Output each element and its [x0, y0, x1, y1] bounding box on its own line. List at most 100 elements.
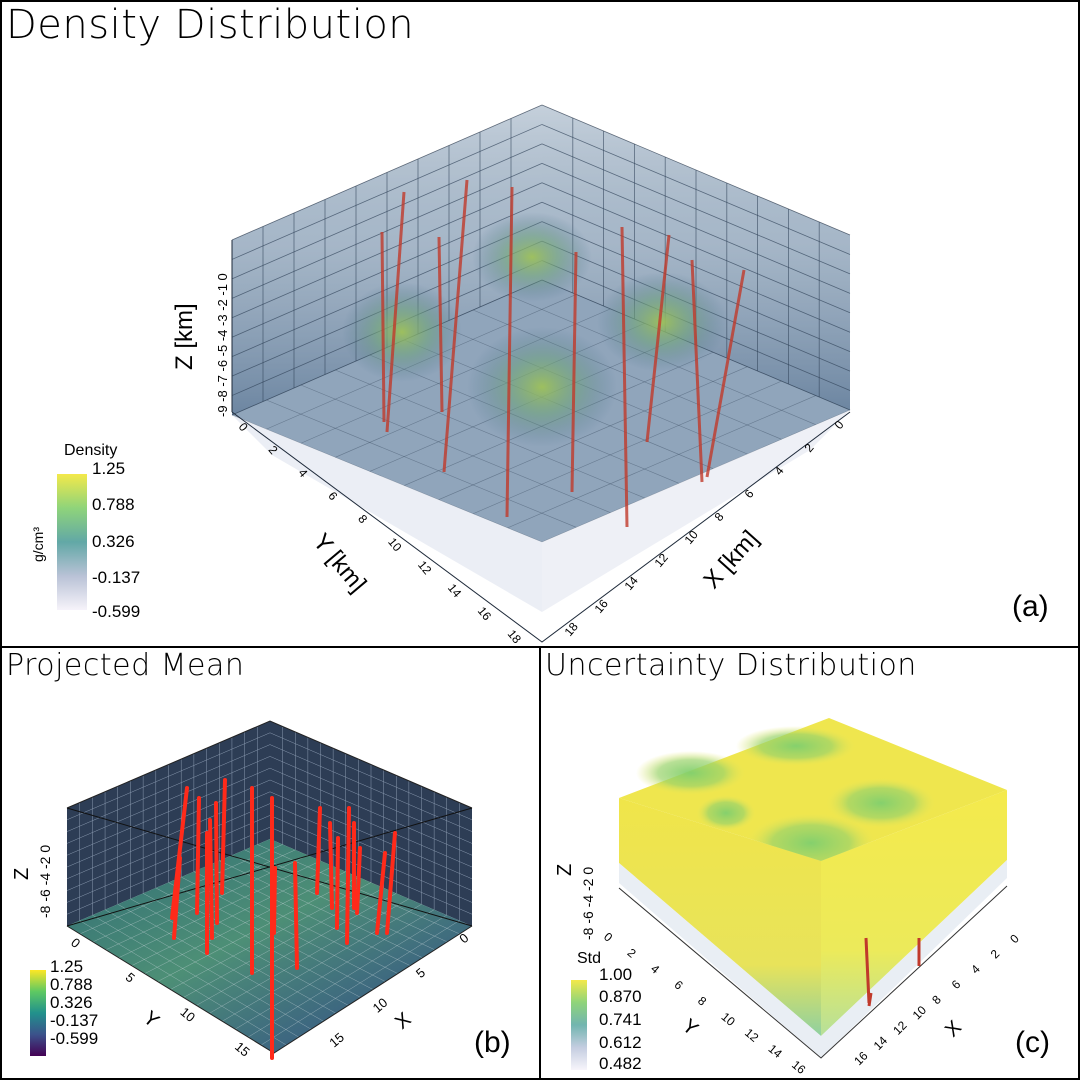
well-line — [214, 801, 219, 925]
grid-line-a — [541, 104, 851, 236]
uncertainty-patch — [636, 751, 746, 795]
y-tick-label-a: 8 — [355, 512, 370, 526]
well-line — [505, 186, 514, 518]
grid-line-a — [541, 124, 851, 255]
floor-grid-b — [235, 909, 435, 1030]
y-tick-label-b: 15 — [232, 1039, 253, 1060]
grid-line-b — [269, 803, 473, 891]
x-tick-label-a: 10 — [682, 527, 702, 546]
floor-grid-b — [260, 920, 460, 1046]
x-tick-label-a: 18 — [562, 619, 582, 638]
y-tick-label-c: 10 — [719, 1010, 738, 1030]
floor-grid-a — [335, 369, 645, 499]
y-axis-title-b: Y — [139, 1007, 163, 1032]
well-line — [328, 821, 334, 910]
colorbar-a — [57, 474, 87, 610]
colorbar-tick-a-0: 1.25 — [92, 459, 126, 478]
well-line — [437, 236, 444, 413]
grid-line-b — [269, 744, 473, 832]
y-tick-label-b: 5 — [123, 969, 138, 985]
y-tick-label-a: 14 — [445, 581, 465, 600]
grid-line-b — [269, 779, 473, 868]
well-line — [867, 992, 873, 1007]
x-axis-title-b: X — [391, 1008, 415, 1033]
colorbar-c — [571, 980, 587, 1070]
diagonal-b — [66, 807, 473, 927]
y-axis-title-a: Y [km] — [307, 529, 371, 598]
x-tick-label-a: 16 — [592, 596, 612, 615]
grid-line-a — [541, 182, 851, 314]
z-tick-labels-c: -8 -6 -4 -2 0 — [580, 867, 596, 940]
well-line — [220, 778, 227, 895]
chart-title-a: Density Distribution — [6, 2, 415, 48]
chart-title-c: Uncertainty Distribution — [545, 648, 917, 683]
y-tick-label-b: 10 — [177, 1004, 198, 1025]
y-tick-label-c: 12 — [742, 1026, 761, 1046]
density-blob — [467, 327, 617, 447]
y-axis-title-c: Y — [678, 1015, 702, 1040]
colorbar-title-c: Std — [577, 950, 602, 967]
grid-line-a — [231, 143, 543, 280]
well-line — [172, 856, 182, 940]
x-tick-label-c: 6 — [949, 977, 964, 992]
y-tick-label-a: 12 — [415, 558, 435, 577]
x-tick-label-c: 16 — [851, 1049, 871, 1069]
grid-line-b — [269, 791, 473, 880]
x-tick-label-a: 12 — [652, 550, 672, 569]
colorbar-tick-a-1: 0.788 — [92, 495, 135, 514]
well-line — [620, 226, 629, 528]
x-tick-label-a: 14 — [622, 573, 642, 592]
grid-line-b — [269, 756, 473, 844]
grid-line-b — [269, 767, 473, 856]
well-line — [345, 806, 351, 945]
panel-label-c: (c) — [1015, 1026, 1050, 1059]
colorbar-tick-c-1: 0.870 — [599, 987, 642, 1006]
y-tick-label-a: 6 — [325, 489, 340, 503]
y-tick-label-c: 16 — [789, 1058, 808, 1078]
grid-line-a — [541, 162, 851, 294]
x-tick-label-c: 10 — [910, 1003, 930, 1023]
grid-line-b — [66, 791, 271, 880]
x-axis-title-c: X — [941, 1017, 966, 1042]
panel-uncertainty-distribution: Uncertainty Distribution — [539, 646, 1080, 1080]
colorbar-b — [30, 970, 46, 1056]
well-line — [195, 796, 201, 915]
y-tick-label-a: 16 — [475, 604, 495, 623]
well-line — [335, 836, 340, 930]
x-tick-label-b: 5 — [413, 965, 428, 981]
well-line — [315, 806, 322, 895]
x-tick-label-c: 14 — [871, 1033, 891, 1053]
volume-fog-a — [542, 410, 850, 612]
y-tick-label-c: 0 — [601, 930, 615, 945]
floor-b — [67, 839, 472, 1053]
grid-line-b — [269, 815, 473, 903]
well-line — [442, 179, 469, 473]
grid-line-b — [66, 744, 271, 832]
colorbar-tick-b-4: -0.599 — [50, 1029, 99, 1048]
floor-grid-b — [247, 914, 447, 1038]
grid-line-b — [66, 779, 271, 868]
well-line — [208, 818, 214, 940]
volume-body-a — [232, 105, 850, 542]
floor-grid-a — [472, 380, 782, 515]
grid-line-a — [231, 104, 543, 241]
projected-mean-plot[interactable]: 0 5 10 15 0 5 10 15 -8 -6 -4 -2 0 Y X Z — [2, 648, 541, 1080]
floor-grid-a — [266, 399, 577, 528]
uncertainty-patch — [696, 795, 756, 831]
front-axis-a — [231, 411, 851, 643]
colorbar-tick-c-4: 0.482 — [599, 1054, 642, 1073]
floor-grid-a — [300, 384, 611, 513]
z-axis-title-c: Z — [554, 864, 576, 876]
x-axis-title-a: X [km] — [698, 525, 764, 594]
panel-label-b: (b) — [474, 1026, 511, 1059]
volume-side-left-c — [619, 798, 821, 1036]
z-axis-title-a: Z [km] — [171, 303, 198, 370]
well-line — [690, 259, 704, 483]
grid-line-a — [231, 182, 543, 319]
colorbar-tick-c-2: 0.741 — [599, 1010, 642, 1029]
grid-line-b — [269, 826, 473, 915]
well-line — [385, 191, 406, 433]
floor-grid-a — [438, 366, 748, 500]
